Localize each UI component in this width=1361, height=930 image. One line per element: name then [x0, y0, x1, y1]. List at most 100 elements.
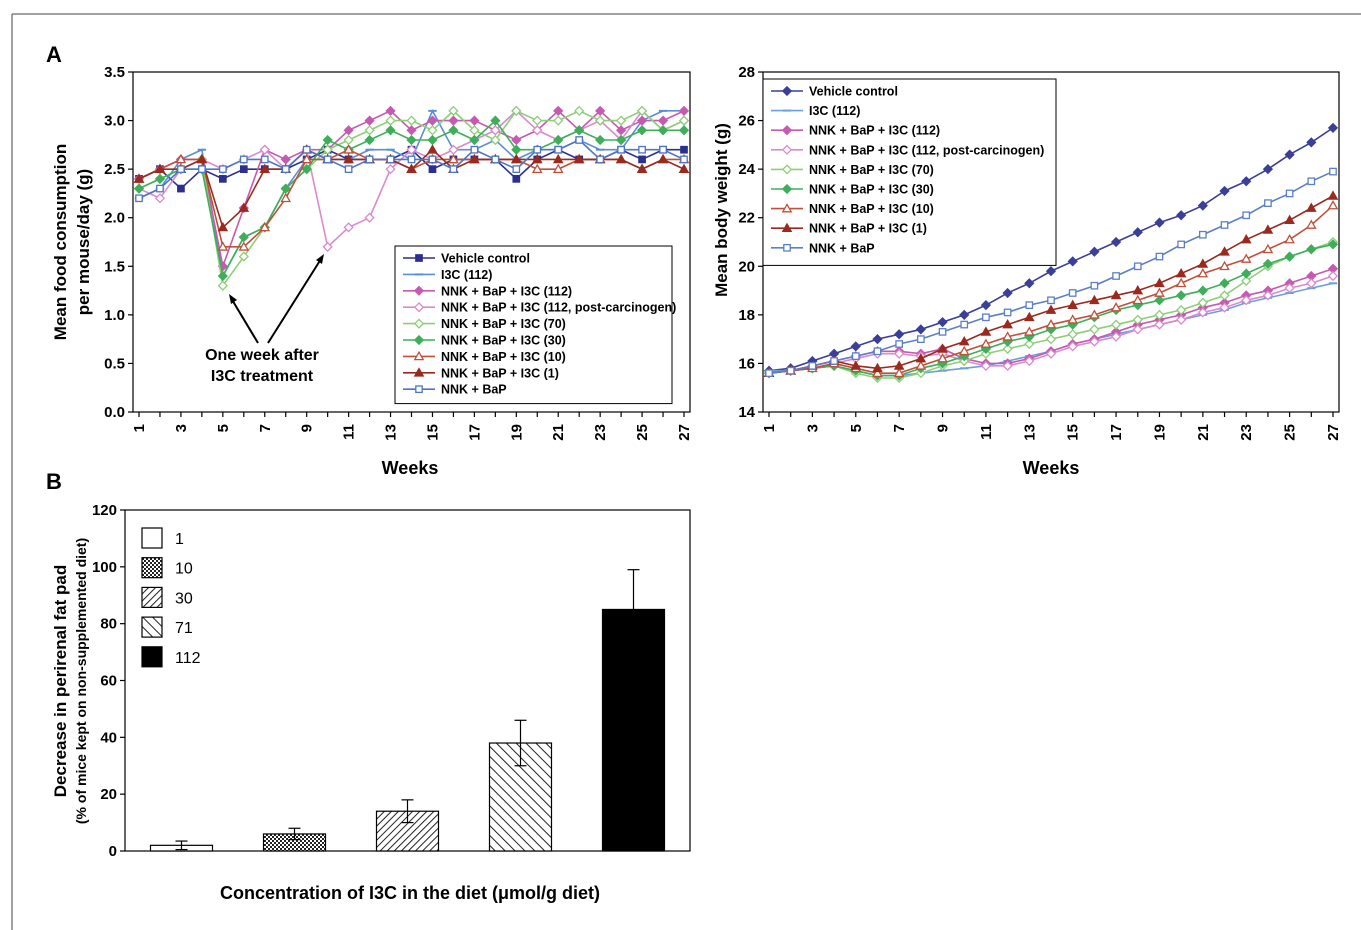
- food-point-nnk-bap-i3c-70: [532, 115, 543, 126]
- weight-point-nnk-bap-i3c-1: [1175, 268, 1187, 278]
- food-point-nnk-bap-i3c-1: [573, 153, 585, 164]
- weight-xtick-label: 9: [935, 424, 952, 432]
- food-point-nnk-bap-i3c-1: [510, 153, 522, 164]
- weight-point-nnk-bap-i3c-10: [915, 360, 927, 370]
- weight-legend-label-nnk-bap-i3c-112: NNK + BaP + I3C (112): [809, 124, 940, 138]
- food-point-nnk-bap-i3c-112: [280, 154, 291, 165]
- weight-point-vehicle-control: [1262, 164, 1274, 175]
- weight-point-nnk-bap: [1068, 289, 1077, 297]
- food-point-nnk-bap-i3c-112-post-carcinogen: [532, 125, 543, 136]
- food-point-nnk-bap-i3c-30: [427, 134, 438, 146]
- weight-point-nnk-bap-i3c-1: [893, 360, 905, 370]
- food-legend-marker-nnk-bap-i3c-112: [413, 285, 425, 296]
- weight-point-nnk-bap: [1003, 308, 1012, 317]
- food-point-vehicle-control: [428, 165, 437, 173]
- weight-xtick-label: 19: [1151, 424, 1168, 441]
- weight-point-nnk-bap-i3c-112-post-carcinogen: [894, 348, 905, 359]
- weight-legend-label-i3c-112: I3C (112): [809, 104, 860, 118]
- food-point-nnk-bap: [680, 155, 688, 164]
- food-legend-marker-nnk-bap-i3c-10: [413, 350, 425, 361]
- bar-legend-label-30: 30: [175, 590, 193, 607]
- bar-legend-swatch-10: [141, 557, 163, 579]
- food-legend-label-nnk-bap-i3c-30: NNK + BaP + I3C (30): [441, 334, 566, 348]
- food-point-vehicle-control: [239, 165, 248, 173]
- food-point-nnk-bap-i3c-1: [552, 153, 564, 164]
- weight-point-vehicle-control: [937, 317, 948, 328]
- food-legend-label-nnk-bap-i3c-112: NNK + BaP + I3C (112): [441, 284, 572, 298]
- weight-point-nnk-bap-i3c-10: [1262, 243, 1274, 254]
- weight-point-nnk-bap-i3c-1: [850, 360, 862, 370]
- food-point-i3c-112: [386, 148, 395, 151]
- food-ytick-label: 2.0: [104, 210, 125, 227]
- food-point-nnk-bap-i3c-30: [469, 134, 480, 146]
- weight-point-nnk-bap: [830, 357, 838, 365]
- annotation-line1: One week after: [205, 347, 319, 364]
- food-point-nnk-bap-i3c-10: [531, 163, 543, 173]
- bar-legend-label-112: 112: [175, 650, 201, 667]
- food-point-nnk-bap: [156, 184, 164, 193]
- weight-point-nnk-bap-i3c-10: [1305, 219, 1317, 229]
- weight-point-vehicle-control: [1045, 266, 1057, 277]
- weight-legend-marker-nnk-bap: [783, 243, 791, 252]
- weight-point-vehicle-control: [1110, 236, 1122, 248]
- weight-point-nnk-bap-i3c-70: [1241, 275, 1252, 286]
- weight-point-nnk-bap-i3c-70: [1002, 343, 1013, 354]
- weight-xtick-label: 11: [978, 424, 995, 440]
- food-point-nnk-bap-i3c-10: [552, 163, 564, 173]
- bar-ytick-label: 20: [100, 786, 117, 803]
- weight-point-nnk-bap-i3c-112-post-carcinogen: [1024, 355, 1035, 367]
- food-legend-marker-nnk-bap-i3c-70: [413, 318, 425, 329]
- weight-point-vehicle-control: [1197, 200, 1208, 211]
- weight-ytick-label: 24: [738, 161, 755, 178]
- weight-point-nnk-bap: [1220, 221, 1229, 229]
- food-point-nnk-bap-i3c-30: [615, 134, 627, 146]
- food-point-nnk-bap: [659, 145, 667, 154]
- food-point-nnk-bap: [533, 145, 542, 154]
- food-xtick-label: 1: [131, 424, 148, 432]
- weight-point-nnk-bap-i3c-10: [1175, 277, 1187, 288]
- food-point-nnk-bap-i3c-10: [280, 192, 292, 203]
- weight-point-nnk-bap-i3c-70: [1024, 338, 1035, 350]
- weight-xtick-label: 1: [761, 424, 778, 432]
- food-point-nnk-bap: [575, 136, 584, 144]
- food-point-nnk-bap-i3c-70: [448, 105, 459, 116]
- food-point-nnk-bap-i3c-112: [657, 115, 669, 126]
- food-point-nnk-bap-i3c-30: [385, 125, 396, 136]
- weight-point-nnk-bap-i3c-112-post-carcinogen: [1176, 314, 1187, 325]
- food-point-nnk-bap-i3c-112-post-carcinogen: [154, 193, 166, 204]
- bar-legend-label-1: 1: [175, 531, 184, 548]
- bar-legend-swatch-112: [141, 646, 163, 668]
- weight-legend-marker-nnk-bap-i3c-70: [781, 164, 793, 175]
- weight-point-nnk-bap: [1307, 177, 1316, 186]
- weight-point-nnk-bap-i3c-1: [1197, 258, 1209, 268]
- food-point-nnk-bap-i3c-1: [259, 163, 271, 173]
- weight-point-vehicle-control: [894, 329, 905, 340]
- food-point-nnk-bap: [198, 165, 206, 173]
- weight-point-nnk-bap-i3c-10: [1240, 253, 1252, 263]
- food-point-nnk-bap-i3c-10: [175, 153, 187, 164]
- fat-pad-bar-chart: 0 20 40 60 80 100 120 1 10 30 71 112 Decrease in pe…: [51, 502, 691, 903]
- food-legend-marker-i3c-112: [414, 273, 424, 276]
- weight-point-nnk-bap-i3c-1: [1002, 319, 1013, 329]
- weight-point-nnk-bap: [960, 320, 969, 329]
- weight-point-nnk-bap: [1177, 240, 1186, 249]
- food-point-nnk-bap-i3c-1: [427, 144, 438, 154]
- food-xtick-label: 19: [508, 424, 525, 441]
- weight-point-nnk-bap-i3c-30: [1306, 244, 1317, 255]
- food-point-nnk-bap-i3c-70: [678, 115, 690, 126]
- weight-point-nnk-bap-i3c-112-post-carcinogen: [1241, 295, 1252, 306]
- weight-point-nnk-bap-i3c-10: [1089, 309, 1100, 319]
- food-ytick-label: 0.5: [104, 355, 125, 372]
- food-point-nnk-bap-i3c-1: [154, 163, 166, 173]
- food-point-nnk-bap-i3c-70: [574, 105, 585, 116]
- weight-ytick-label: 22: [738, 210, 755, 227]
- food-point-nnk-bap-i3c-10: [448, 153, 459, 164]
- food-point-nnk-bap-i3c-30: [238, 232, 249, 243]
- food-point-nnk-bap-i3c-112-post-carcinogen: [343, 222, 354, 233]
- weight-point-nnk-bap-i3c-1: [1305, 202, 1317, 212]
- food-point-nnk-bap-i3c-30: [490, 115, 501, 126]
- food-point-i3c-112: [428, 109, 437, 112]
- food-xtick-label: 13: [383, 424, 400, 441]
- food-point-nnk-bap-i3c-112: [636, 115, 648, 126]
- weight-xtick-label: 21: [1195, 424, 1212, 441]
